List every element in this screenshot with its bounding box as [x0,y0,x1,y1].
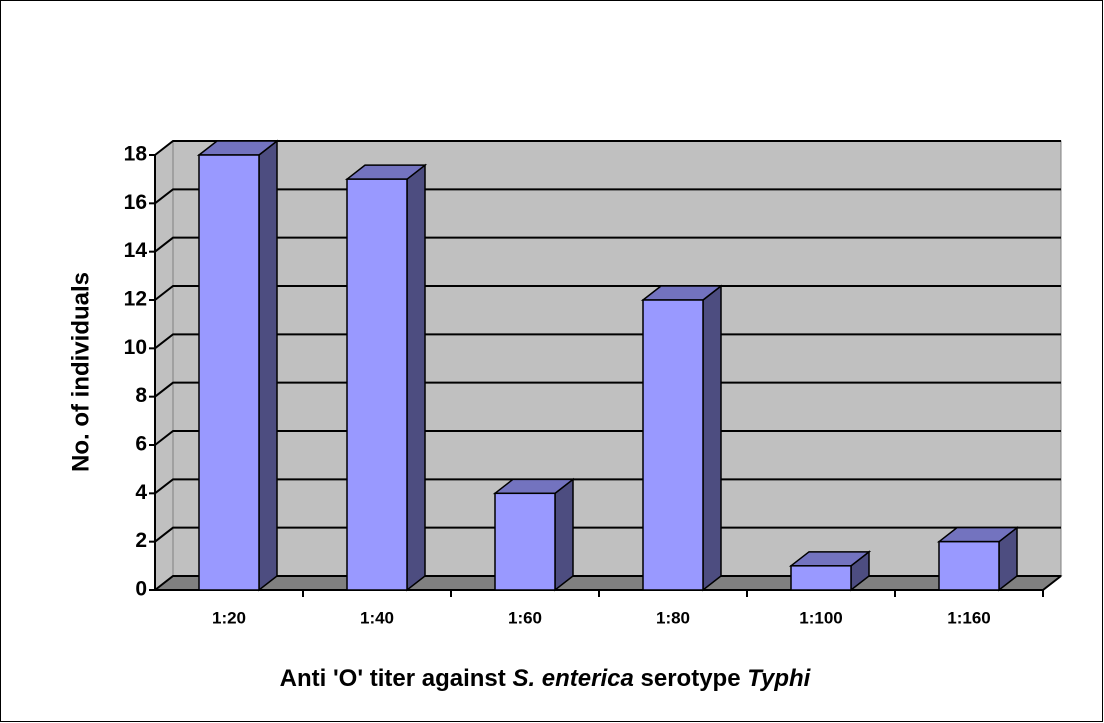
grid-line [154,188,1061,205]
x-tick-label: 1:40 [360,608,394,627]
back-wall [172,140,1062,577]
x-axis-label-part: Typhi [747,665,811,692]
bar [494,492,556,591]
y-tick-label: 0 [135,578,147,601]
x-tick-label: 1:160 [947,608,990,627]
grid-line [154,575,1061,591]
bar [938,540,1000,591]
grid-line [154,478,1061,495]
x-axis-label: Anti 'O' titer against S. enterica serot… [280,665,812,692]
grid-line [154,285,1061,301]
y-tick-label: 4 [135,481,147,504]
y-tick-label: 8 [135,384,147,407]
floor [153,575,1063,591]
bar-side [554,477,574,592]
y-tick-label: 14 [124,239,148,262]
x-tick-label: 1:20 [212,608,246,627]
x-tick-label: 1:60 [508,608,542,627]
bar-side [406,163,426,592]
x-tick-label: 1:80 [656,608,690,627]
y-tick-label: 18 [124,143,148,166]
bar [346,178,408,591]
y-axis-label: No. of individuals [67,272,94,472]
grid-line [154,526,1061,543]
y-tick-label: 6 [135,433,147,456]
grid-line [154,333,1061,350]
bar-side [258,139,278,592]
grid-line [154,140,1061,156]
grid-line [154,236,1061,253]
x-axis-label-part: Anti 'O' titer against [280,665,513,692]
y-tick-label: 2 [135,529,147,552]
x-axis-depth [1042,575,1062,591]
y-tick-label: 10 [124,336,147,359]
bar-side [702,284,722,592]
side-wall [154,139,174,592]
bar [642,299,704,591]
x-axis-label-part: serotype [634,665,747,692]
bar [790,565,852,591]
x-axis-label-part: S. enterica [512,665,633,692]
y-tick-label: 16 [124,191,147,214]
bar [198,154,260,591]
x-tick-label: 1:100 [799,608,842,627]
plot-area: 0 2 4 6 8 10 12 14 16 18 1:20 1:40 1:60 1:80 1:100 1:16… [124,139,1063,627]
grid-line [154,381,1061,398]
y-tick-label: 12 [124,288,147,311]
grid-line [154,430,1061,446]
